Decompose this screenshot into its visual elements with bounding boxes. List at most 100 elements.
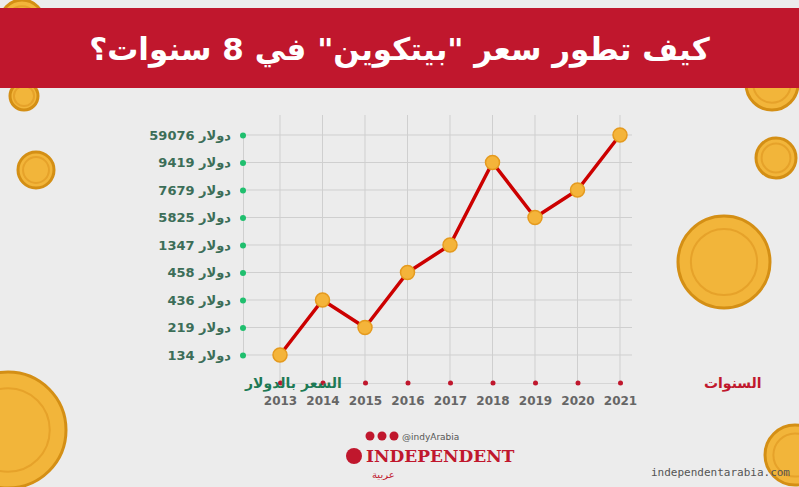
logo-text: INDEPENDENT: [366, 446, 515, 466]
coin-decoration: [678, 216, 770, 308]
source-url: independentarabia.com: [651, 466, 790, 479]
data-point: [571, 183, 585, 197]
x-tick-label: 2014: [306, 394, 339, 408]
y-tick: 9419 دولار: [158, 155, 246, 170]
data-point: [486, 156, 500, 170]
data-point: [443, 238, 457, 252]
y-tick-dot: [240, 133, 246, 139]
y-tick-dot: [240, 298, 246, 304]
y-tick: 5825 دولار: [158, 210, 246, 225]
x-tick: 2016: [391, 381, 424, 408]
x-grid-line: [535, 115, 536, 383]
data-point: [273, 348, 287, 362]
y-tick-label: 59076 دولار: [149, 128, 231, 143]
data-point: [316, 293, 330, 307]
data-point: [358, 321, 372, 335]
y-tick: 1347 دولار: [158, 238, 246, 253]
y-tick-label: 436 دولار: [167, 293, 231, 308]
y-grid-line: [243, 272, 632, 273]
coin-decoration: [0, 388, 50, 472]
coin-decoration: [14, 86, 34, 106]
social-icon: [366, 432, 375, 441]
chart-title: كيف تطور سعر "بيتكوين" في 8 سنوات؟: [89, 31, 711, 68]
x-axis-title: السنوات: [704, 375, 762, 392]
data-point: [528, 211, 542, 225]
coin-decoration: [23, 157, 49, 183]
coin-decoration: [756, 138, 796, 178]
coin-decoration: [0, 372, 66, 487]
x-tick-dot: [491, 381, 496, 386]
x-tick: 2017: [434, 381, 467, 408]
social-icon: [390, 432, 399, 441]
y-tick-dot: [240, 243, 246, 249]
x-tick-label: 2017: [434, 394, 467, 408]
y-tick-label: 458 دولار: [167, 265, 231, 280]
coin-decoration: [18, 152, 54, 188]
plot-area: [273, 128, 627, 362]
x-tick-dot: [448, 381, 453, 386]
social-icons: [366, 432, 399, 441]
logo-mark: [346, 448, 362, 464]
x-grid-line: [620, 115, 621, 383]
y-tick: 59076 دولار: [149, 128, 246, 143]
y-grid-line: [243, 162, 632, 163]
x-tick: 2020: [561, 381, 594, 408]
y-tick-label: 9419 دولار: [158, 155, 231, 170]
coin-decoration: [691, 229, 757, 295]
data-point: [613, 128, 627, 142]
x-tick-dot: [406, 381, 411, 386]
x-tick-label: 2018: [476, 394, 509, 408]
y-grid-line: [243, 355, 632, 356]
y-tick-label: 134 دولار: [167, 348, 231, 363]
y-tick-dot: [240, 160, 246, 166]
y-tick-dot: [240, 325, 246, 331]
title-banner: [0, 8, 799, 88]
y-tick: 458 دولار: [167, 265, 246, 280]
x-grid-line: [322, 115, 323, 383]
y-grid-line: [243, 217, 632, 218]
data-line: [280, 135, 620, 355]
y-tick-dot: [240, 270, 246, 276]
x-tick: 2018: [476, 381, 509, 408]
coin-decoration: [762, 144, 791, 173]
social-icon: [378, 432, 387, 441]
y-tick-label: 5825 دولار: [158, 210, 231, 225]
social-handle: @indyArabia: [402, 432, 459, 442]
x-tick-dot: [533, 381, 538, 386]
x-tick-dot: [576, 381, 581, 386]
x-grid-line: [280, 115, 281, 383]
y-grid-line: [243, 135, 632, 136]
chart-root: كيف تطور سعر "بيتكوين" في 8 سنوات؟ 134 دو…: [0, 0, 799, 487]
data-point: [401, 266, 415, 280]
x-tick-label: 2016: [391, 394, 424, 408]
x-tick-label: 2015: [349, 394, 382, 408]
x-tick-label: 2013: [264, 394, 297, 408]
x-tick: 2019: [519, 381, 552, 408]
y-grid-line: [243, 245, 632, 246]
x-grid-line: [365, 115, 366, 383]
y-tick-label: 1347 دولار: [158, 238, 231, 253]
y-tick: 436 دولار: [167, 293, 246, 308]
y-grid-line: [243, 300, 632, 301]
y-tick-dot: [240, 215, 246, 221]
y-tick-label: 7679 دولار: [158, 183, 231, 198]
y-tick: 219 دولار: [167, 320, 246, 335]
x-grid-line: [577, 115, 578, 383]
y-axis-title: السعر بالدولار: [244, 375, 342, 392]
x-tick-label: 2021: [604, 394, 637, 408]
x-tick-label: 2020: [561, 394, 594, 408]
x-tick-dot: [363, 381, 368, 386]
y-tick: 7679 دولار: [158, 183, 246, 198]
y-tick-dot: [240, 353, 246, 359]
background: [0, 0, 799, 487]
x-grid-line: [407, 115, 408, 383]
grid: [243, 115, 632, 383]
logo-subtext: عربية: [372, 469, 395, 480]
x-tick: 2021: [604, 381, 637, 408]
y-tick-dot: [240, 188, 246, 194]
y-tick-label: 219 دولار: [167, 320, 231, 335]
y-axis: 134 دولار 219 دولار 436 دولار 458 دولار 1347…: [149, 128, 246, 363]
y-tick: 134 دولار: [167, 348, 246, 363]
x-tick-label: 2019: [519, 394, 552, 408]
x-tick-dot: [618, 381, 623, 386]
